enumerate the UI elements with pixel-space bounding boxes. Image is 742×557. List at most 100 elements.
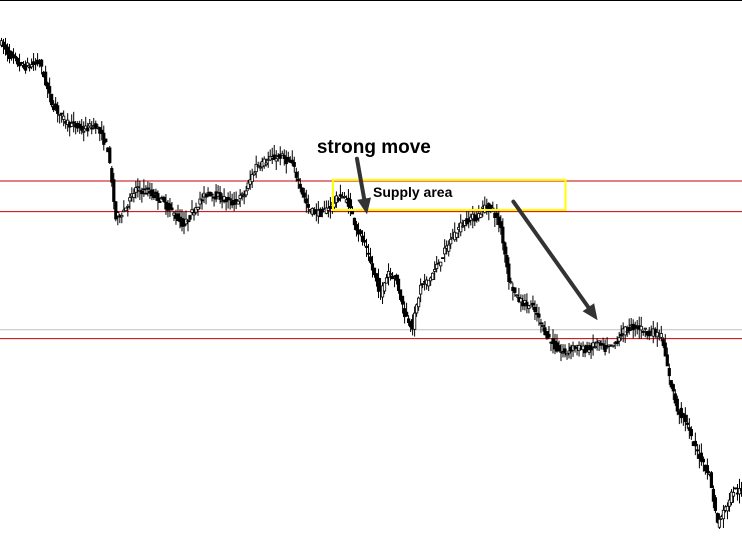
annotation-arrows xyxy=(354,156,598,321)
candle xyxy=(162,195,166,203)
candle xyxy=(23,60,28,74)
candle xyxy=(238,189,242,208)
candle xyxy=(539,318,543,333)
candle xyxy=(296,171,300,189)
candle xyxy=(338,184,343,202)
candle xyxy=(294,167,298,182)
candle xyxy=(104,138,108,143)
candle xyxy=(695,443,699,459)
candle xyxy=(643,327,647,338)
candle xyxy=(224,196,228,211)
candle xyxy=(80,119,84,135)
candle xyxy=(603,339,607,356)
candle xyxy=(439,261,443,272)
candle xyxy=(210,192,214,202)
candle xyxy=(585,341,589,352)
candle xyxy=(342,192,347,199)
candle xyxy=(40,58,44,75)
candle xyxy=(58,113,62,124)
candle xyxy=(533,300,537,320)
candle xyxy=(729,489,734,506)
candle xyxy=(354,220,359,237)
candle xyxy=(136,178,140,198)
candle xyxy=(653,327,657,338)
candle xyxy=(244,185,248,198)
candle xyxy=(701,456,705,472)
candle xyxy=(114,201,118,222)
candle xyxy=(234,191,238,210)
candle xyxy=(144,185,148,195)
candle xyxy=(124,207,128,212)
candle xyxy=(170,201,174,211)
candle xyxy=(374,273,379,287)
candle xyxy=(318,207,322,218)
candle xyxy=(565,352,569,360)
candle xyxy=(254,155,258,179)
candle xyxy=(404,302,409,317)
candle xyxy=(200,193,204,210)
candle xyxy=(507,257,511,290)
candle xyxy=(120,212,124,224)
candle xyxy=(108,145,112,164)
candle xyxy=(515,294,519,299)
candle xyxy=(150,183,154,201)
candle xyxy=(198,191,202,210)
candle xyxy=(661,337,665,349)
candle xyxy=(537,306,541,326)
candle xyxy=(368,247,373,265)
candle xyxy=(685,414,689,429)
candle xyxy=(593,341,597,349)
candle xyxy=(398,289,403,302)
candle xyxy=(441,257,445,260)
candle xyxy=(667,363,671,385)
candle xyxy=(25,57,30,68)
candle xyxy=(370,255,375,278)
candle xyxy=(29,58,34,70)
candle xyxy=(204,193,208,205)
candle xyxy=(659,325,663,342)
candle xyxy=(218,186,222,204)
candle xyxy=(134,180,138,199)
candle xyxy=(541,322,545,332)
candle xyxy=(525,293,529,314)
candle xyxy=(475,211,479,223)
candle xyxy=(128,193,132,210)
candle xyxy=(222,188,226,204)
candle xyxy=(15,56,20,67)
candle xyxy=(132,188,136,203)
candle xyxy=(435,255,439,273)
candle xyxy=(623,325,627,343)
candle xyxy=(366,243,371,261)
candle xyxy=(72,111,76,133)
candle xyxy=(705,458,710,480)
candle xyxy=(352,217,357,230)
candle xyxy=(721,504,726,529)
candle xyxy=(467,210,471,229)
candle xyxy=(146,181,150,197)
candle xyxy=(617,331,621,347)
candle xyxy=(256,161,260,168)
supply-zone-box xyxy=(331,178,567,211)
candle xyxy=(158,197,162,203)
candle xyxy=(348,192,353,217)
candle xyxy=(60,112,64,123)
candle xyxy=(449,232,453,249)
candle xyxy=(292,156,296,173)
candle xyxy=(298,178,302,193)
candlesticks xyxy=(0,37,742,529)
candle xyxy=(364,238,369,257)
candle xyxy=(415,303,419,317)
candle xyxy=(360,230,365,246)
candle xyxy=(709,471,714,489)
annotation-supply-area: Supply area xyxy=(373,184,453,200)
candle xyxy=(382,282,387,295)
candle xyxy=(258,162,262,171)
candle xyxy=(154,188,158,201)
candle xyxy=(9,50,14,61)
candle xyxy=(627,318,631,335)
candle xyxy=(427,279,431,292)
candle xyxy=(713,494,718,514)
candle xyxy=(413,306,417,337)
candle xyxy=(236,199,240,205)
